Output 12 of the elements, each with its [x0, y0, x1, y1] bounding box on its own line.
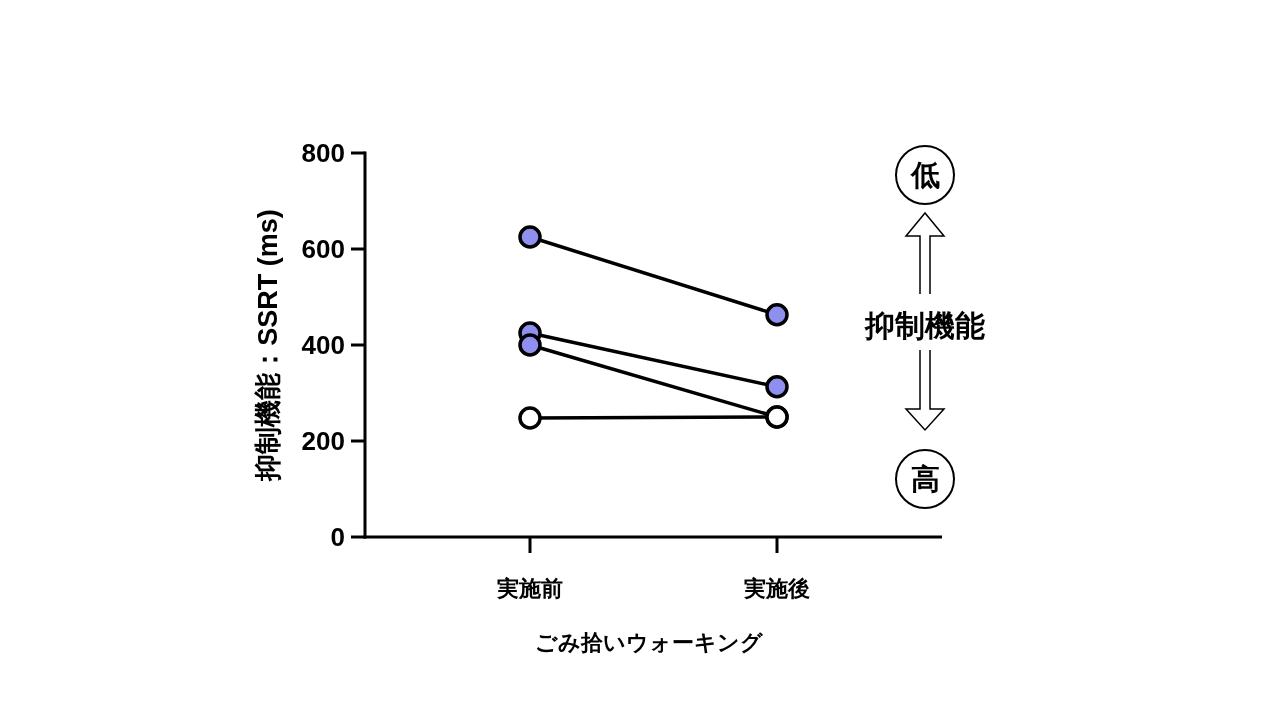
x-tick-label: 実施前 [496, 576, 563, 601]
y-tick-label: 400 [301, 330, 345, 360]
y-tick-label: 800 [301, 138, 345, 168]
annotation: 抑制機能 [864, 309, 985, 342]
y-tick-label: 200 [301, 426, 345, 456]
y-tick-label: 0 [330, 522, 345, 552]
annotation: 低 [909, 159, 940, 191]
y-axis-title: 抑制機能：SSRT (ms) [253, 209, 283, 482]
annotation: 高 [910, 463, 940, 495]
x-tick-label: 実施後 [743, 576, 810, 601]
x-axis-title: ごみ拾いウォーキング [534, 630, 763, 655]
y-tick-label: 600 [301, 234, 345, 264]
